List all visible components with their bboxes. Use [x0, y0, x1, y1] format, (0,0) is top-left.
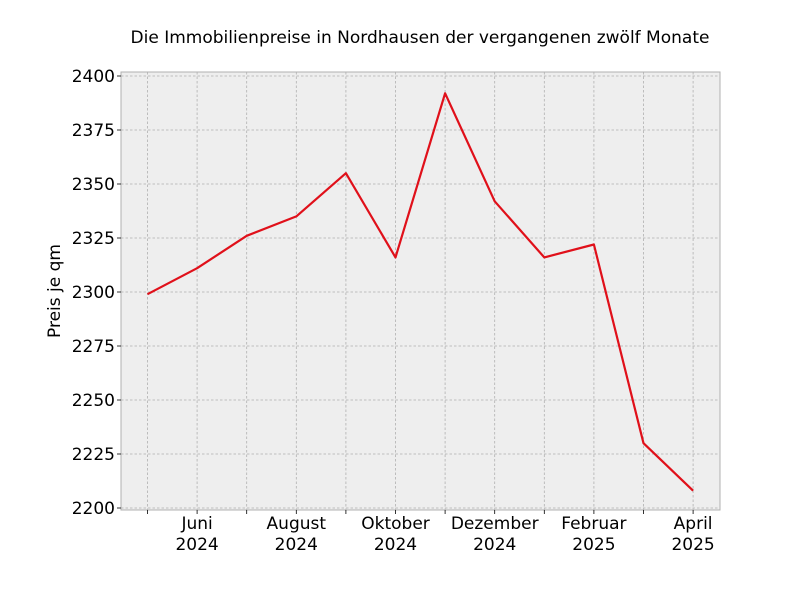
- y-tick-label: 2225: [72, 445, 115, 465]
- x-tick-label-month: April: [674, 514, 713, 534]
- x-tick-label-month: August: [267, 514, 327, 534]
- y-tick-label: 2375: [72, 121, 115, 141]
- y-tick-label: 2200: [72, 499, 115, 519]
- plot-area: [120, 71, 721, 511]
- grid-lines: [121, 72, 720, 510]
- price-series-line: [146, 92, 694, 492]
- x-tick-label-year: 2024: [175, 535, 218, 555]
- y-tick-label: 2275: [72, 337, 115, 357]
- x-tick-label-month: Juni: [180, 514, 212, 534]
- y-tick-label: 2400: [72, 67, 115, 87]
- y-tick-label: 2250: [72, 391, 115, 411]
- x-tick-label-month: Februar: [561, 514, 626, 534]
- x-tick-label-year: 2024: [473, 535, 516, 555]
- x-tick-label-year: 2025: [671, 535, 714, 555]
- y-axis: 2200 2225 2250 2275 2300 2325 2350 2375 2400: [72, 67, 121, 519]
- y-axis-label: Preis je qm: [45, 244, 65, 338]
- x-tick-label-year: 2024: [374, 535, 417, 555]
- y-tick-label: 2300: [72, 283, 115, 303]
- y-tick-label: 2350: [72, 175, 115, 195]
- x-tick-label-year: 2025: [572, 535, 615, 555]
- x-tick-label-month: Oktober: [361, 514, 430, 534]
- x-tick-label-year: 2024: [275, 535, 318, 555]
- chart-title: Die Immobilienpreise in Nordhausen der v…: [131, 28, 710, 48]
- x-tick-label-month: Dezember: [451, 514, 539, 534]
- series-group: [146, 92, 694, 492]
- x-axis: Juni2024August2024Oktober2024Dezember202…: [147, 510, 715, 555]
- y-tick-label: 2325: [72, 229, 115, 249]
